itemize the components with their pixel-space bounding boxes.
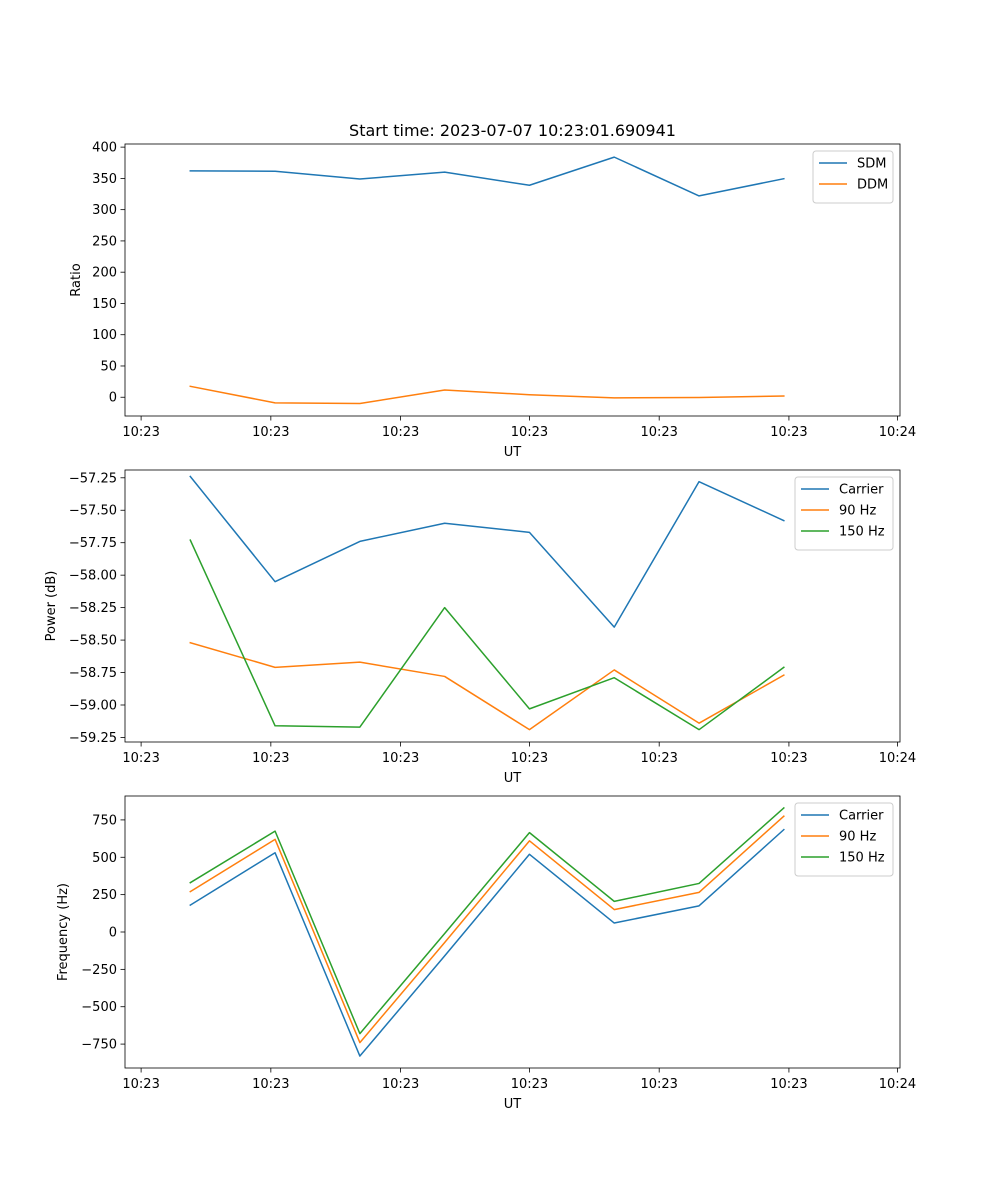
x-tick-label: 10:23 (511, 1077, 548, 1092)
legend-entry-label: Carrier (839, 483, 884, 498)
series-line-ddm (189, 385, 785, 405)
x-tick-label: 10:23 (770, 1077, 807, 1092)
x-tick-label: 10:23 (122, 425, 159, 440)
x-axis-label: UT (504, 445, 522, 460)
y-tick-label: −58.00 (69, 569, 117, 584)
x-tick-label: 10:24 (879, 425, 916, 440)
y-tick-label: −59.25 (69, 731, 117, 746)
series-line-150-hz (189, 806, 785, 1035)
y-tick-label: −750 (81, 1038, 117, 1053)
x-axis-label: UT (504, 1097, 522, 1112)
x-tick-label: 10:23 (382, 1077, 419, 1092)
x-tick-label: 10:23 (252, 425, 289, 440)
x-tick-label: 10:23 (252, 1077, 289, 1092)
x-tick-label: 10:23 (382, 425, 419, 440)
y-tick-label: 250 (92, 234, 117, 249)
figure-title: Start time: 2023-07-07 10:23:01.690941 (349, 121, 676, 140)
x-tick-label: 10:23 (770, 425, 807, 440)
axes-frame (124, 469, 901, 743)
y-tick-label: −58.75 (69, 666, 117, 681)
legend-entry-label: DDM (857, 178, 888, 193)
series-line-carrier (189, 828, 785, 1057)
legend-entry-label: 90 Hz (839, 504, 876, 519)
legend-entry-label: 90 Hz (839, 830, 876, 845)
y-tick-label: −58.50 (69, 634, 117, 649)
chart-panel-2: 10:23 10:23 10:23 10:23 10:23 10:23 10:24 −59.2… (44, 469, 916, 786)
series-line-90-hz (189, 815, 785, 1044)
x-tick-label: 10:23 (122, 751, 159, 766)
y-tick-label: 300 (92, 203, 117, 218)
x-tick-label: 10:23 (640, 1077, 677, 1092)
y-tick-label: −250 (81, 963, 117, 978)
y-axis-label: Power (dB) (44, 571, 59, 642)
series-line-90-hz (189, 641, 785, 731)
axes-frame (124, 143, 901, 417)
legend: Carrier 90 Hz 150 Hz (794, 802, 894, 877)
y-tick-label: −57.25 (69, 471, 117, 486)
x-tick-label: 10:23 (382, 751, 419, 766)
x-tick-label: 10:23 (511, 751, 548, 766)
x-tick-label: 10:23 (511, 425, 548, 440)
x-tick-label: 10:23 (640, 425, 677, 440)
y-tick-label: 500 (92, 851, 117, 866)
chart-panel-3: 10:23 10:23 10:23 10:23 10:23 10:23 10:24 −750 −… (56, 795, 916, 1112)
x-tick-label: 10:24 (879, 751, 916, 766)
legend: SDM DDM (812, 150, 894, 204)
legend-box (812, 150, 894, 204)
legend-entry-label: 150 Hz (839, 525, 885, 540)
y-tick-label: 750 (92, 813, 117, 828)
y-tick-label: 100 (92, 328, 117, 343)
series-line-carrier (189, 475, 785, 628)
legend-entry-label: 150 Hz (839, 851, 885, 866)
y-tick-label: −57.50 (69, 504, 117, 519)
legend-entry-label: Carrier (839, 809, 884, 824)
x-tick-label: 10:23 (252, 751, 289, 766)
x-tick-label: 10:23 (122, 1077, 159, 1092)
x-tick-label: 10:24 (879, 1077, 916, 1092)
y-tick-label: 250 (92, 888, 117, 903)
y-tick-label: −500 (81, 1000, 117, 1015)
y-tick-label: 0 (109, 391, 117, 406)
y-tick-label: −58.25 (69, 601, 117, 616)
y-tick-label: 0 (109, 926, 117, 941)
axes-frame (124, 795, 901, 1069)
y-tick-label: −59.00 (69, 698, 117, 713)
series-line-sdm (189, 156, 785, 197)
chart-panel-1: 10:23 10:23 10:23 10:23 10:23 10:23 10:24 0 50 10… (69, 141, 916, 460)
y-tick-label: 50 (100, 359, 117, 374)
x-tick-label: 10:23 (640, 751, 677, 766)
series-line-150-hz (189, 539, 785, 731)
y-tick-label: 200 (92, 266, 117, 281)
y-axis-label: Frequency (Hz) (56, 883, 71, 981)
y-tick-label: 150 (92, 297, 117, 312)
y-axis-label: Ratio (69, 263, 84, 296)
y-tick-label: −57.75 (69, 536, 117, 551)
y-tick-label: 400 (92, 141, 117, 156)
x-axis-label: UT (504, 771, 522, 786)
legend: Carrier 90 Hz 150 Hz (794, 476, 894, 551)
y-tick-label: 350 (92, 172, 117, 187)
x-tick-label: 10:23 (770, 751, 807, 766)
legend-entry-label: SDM (857, 157, 886, 172)
